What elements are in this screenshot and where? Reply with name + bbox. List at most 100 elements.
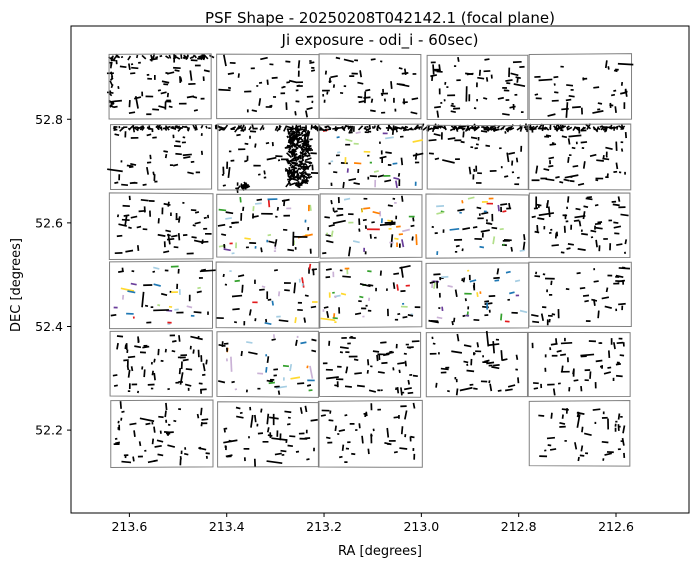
psf-whisker [564, 174, 579, 179]
psf-whisker [400, 387, 403, 396]
ota-outline [318, 123, 423, 190]
psf-whisker [393, 176, 400, 181]
psf-whisker [183, 155, 191, 159]
psf-whisker [302, 128, 306, 132]
psf-whisker [385, 151, 392, 154]
psf-whisker [139, 417, 155, 423]
psf-whisker [362, 218, 367, 222]
ota-cell [108, 53, 212, 120]
psf-whisker [297, 128, 304, 132]
ota-cell [215, 261, 321, 329]
dense-whisker-band [112, 123, 626, 133]
psf-whisker [295, 450, 300, 453]
psf-whisker [336, 213, 344, 217]
psf-whisker [118, 223, 127, 227]
psf-whisker [462, 314, 466, 318]
psf-whisker [154, 444, 162, 448]
psf-whisker [477, 76, 485, 80]
psf-whisker [194, 221, 201, 225]
psf-whisker [251, 109, 258, 113]
psf-whisker [533, 387, 539, 390]
psf-whisker [341, 444, 345, 451]
psf-whisker [499, 127, 503, 131]
psf-whisker [336, 136, 340, 139]
psf-whisker [108, 92, 113, 97]
psf-whisker [438, 306, 441, 310]
psf-whisker [218, 208, 227, 212]
psf-whisker [179, 455, 182, 460]
psf-whisker [203, 69, 210, 73]
psf-whisker [310, 418, 318, 422]
psf-whisker [601, 296, 610, 300]
psf-whisker [363, 96, 371, 99]
psf-whisker [301, 277, 305, 288]
psf-whisker [396, 284, 399, 291]
psf-whisker [167, 387, 170, 391]
psf-whisker [590, 229, 597, 233]
psf-whisker [492, 236, 496, 245]
psf-whisker [303, 138, 310, 144]
psf-whisker [515, 76, 521, 80]
psf-whisker [277, 291, 281, 297]
psf-whisker [600, 126, 606, 131]
psf-whisker [311, 349, 317, 353]
psf-whisker [534, 93, 539, 96]
psf-whisker [310, 69, 316, 72]
psf-whisker [547, 206, 551, 218]
psf-whisker [452, 126, 456, 131]
psf-whisker [577, 248, 586, 251]
psf-whisker [266, 427, 270, 433]
psf-whisker [293, 178, 298, 182]
psf-whisker [440, 367, 449, 371]
psf-whisker [287, 248, 295, 252]
psf-whisker [488, 380, 491, 384]
psf-whisker [617, 196, 621, 202]
psf-whisker [248, 126, 252, 131]
psf-whisker [435, 382, 438, 388]
psf-whisker [127, 355, 136, 359]
psf-whisker [540, 313, 545, 322]
ota-outline [527, 123, 632, 191]
psf-whisker [332, 316, 338, 320]
psf-whisker [173, 145, 182, 148]
psf-whisker [280, 449, 287, 453]
psf-whisker [582, 211, 586, 220]
psf-whisker [451, 320, 454, 326]
psf-whisker [604, 452, 612, 456]
psf-whisker [531, 215, 536, 219]
x-tick-label: 213.0 [403, 519, 439, 534]
psf-whisker [559, 180, 564, 184]
psf-whisker [574, 215, 586, 219]
psf-whisker [306, 129, 310, 136]
ota-outline [318, 260, 423, 329]
psf-whisker [266, 413, 270, 425]
psf-whisker [484, 302, 493, 305]
psf-whisker [201, 418, 209, 421]
psf-whisker [295, 143, 301, 148]
psf-whisker [305, 150, 311, 156]
psf-whisker [309, 61, 315, 65]
psf-whisker [370, 58, 376, 61]
psf-whisker [622, 425, 626, 434]
psf-whisker [320, 414, 326, 417]
psf-whisker [551, 244, 559, 247]
psf-whisker [559, 421, 566, 425]
psf-whisker [276, 206, 279, 211]
psf-whisker [579, 286, 586, 290]
psf-whisker [402, 315, 408, 319]
psf-whisker [294, 111, 297, 116]
psf-whisker [581, 232, 588, 236]
psf-whisker [401, 239, 405, 248]
psf-whisker [293, 133, 300, 137]
psf-whisker [504, 175, 509, 178]
psf-whisker [299, 165, 304, 170]
psf-whisker [136, 245, 140, 251]
psf-whisker [164, 410, 167, 418]
psf-whisker [141, 126, 145, 129]
psf-whisker [308, 176, 311, 179]
psf-whisker [397, 313, 401, 316]
psf-whisker [585, 197, 593, 201]
psf-whisker [230, 126, 237, 130]
ota-outline [318, 53, 422, 120]
axes-frame [70, 25, 690, 514]
